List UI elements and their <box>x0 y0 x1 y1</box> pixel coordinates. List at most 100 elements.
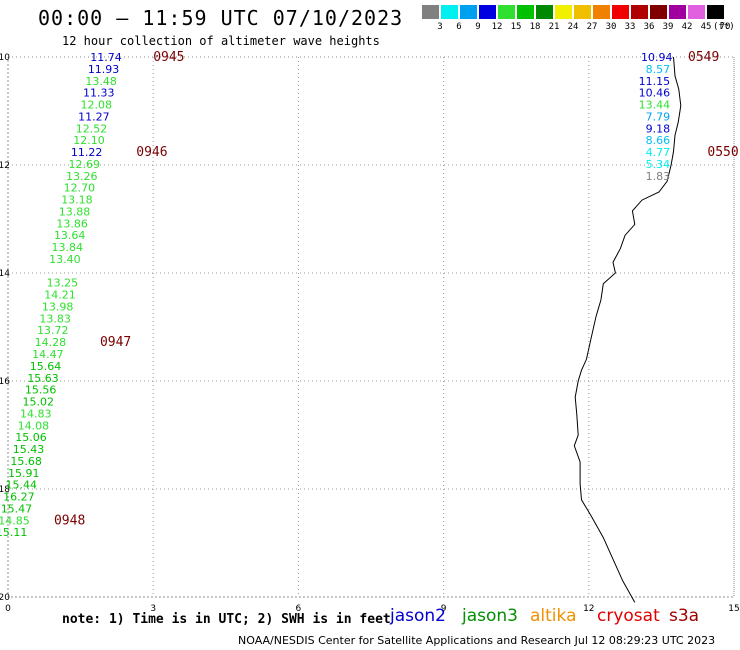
wave-height-label: 13.84 <box>52 241 84 254</box>
plot-frame <box>7 56 735 598</box>
legend-label: 24 <box>567 22 579 32</box>
wave-height-label: 15.47 <box>1 502 33 515</box>
wave-height-label: 12.08 <box>81 99 113 112</box>
legend-unit: (ft) <box>713 22 735 32</box>
wave-height-label: 8.57 <box>646 63 671 76</box>
legend-label: 42 <box>681 22 693 32</box>
footnote: note: 1) Time is in UTC; 2) SWH is in fe… <box>62 612 391 627</box>
legend-label: 39 <box>662 22 674 32</box>
legend-label: 21 <box>548 22 560 32</box>
pass-time-label: 0550 <box>707 145 738 160</box>
x-tick-label: 9 <box>441 604 447 614</box>
data-labels: 11.7411.9313.4811.3312.0811.2712.5212.10… <box>0 51 673 539</box>
y-tick-label: 16 <box>0 377 10 387</box>
legend-swatch <box>498 5 515 19</box>
wave-height-label: 13.83 <box>39 312 71 325</box>
satellite-jason3: jason3 <box>462 606 518 626</box>
legend-swatch <box>612 5 629 19</box>
legend-swatch <box>707 5 724 19</box>
wave-height-label: 14.08 <box>18 419 50 432</box>
legend-label: 12 <box>491 22 503 32</box>
wave-height-label: 1.83 <box>646 170 671 183</box>
y-tick-label: 18 <box>0 485 10 495</box>
x-tick-label: 6 <box>296 604 302 614</box>
x-tick-label: 3 <box>150 604 156 614</box>
wave-height-label: 11.33 <box>83 87 115 100</box>
wave-height-label: 13.48 <box>85 75 117 88</box>
wave-height-label: 14.21 <box>44 289 76 302</box>
credit-line: NOAA/NESDIS Center for Satellite Applica… <box>238 634 716 647</box>
x-tick-label: 0 <box>5 604 11 614</box>
legend-swatch <box>593 5 610 19</box>
legend-label: 15 <box>510 22 522 32</box>
legend-swatch <box>688 5 705 19</box>
wave-height-label: 13.98 <box>42 300 74 313</box>
wave-height-label: 10.46 <box>639 87 671 100</box>
wave-height-label: 15.68 <box>10 455 42 468</box>
chart-title: 00:00 – 11:59 UTC 07/10/2023 <box>38 6 404 30</box>
grid-lines <box>7 56 735 598</box>
legend-swatch <box>517 5 534 19</box>
wave-height-label: 14.83 <box>20 407 52 420</box>
pass-time-label: 0549 <box>688 50 719 65</box>
pass-time-label: 0948 <box>54 513 85 528</box>
pass-time-label: 0946 <box>136 145 167 160</box>
wave-height-label: 15.64 <box>30 360 62 373</box>
y-tick-label: 20 <box>0 593 10 603</box>
pass-time-label: 0945 <box>153 50 184 65</box>
wave-height-label: 15.02 <box>22 396 54 409</box>
legend-swatch <box>650 5 667 19</box>
wave-height-label: 15.44 <box>6 479 38 492</box>
chart-subtitle: 12 hour collection of altimeter wave hei… <box>62 34 380 48</box>
wave-height-label: 15.91 <box>8 467 40 480</box>
legend-swatch <box>479 5 496 19</box>
satellite-jason2: jason2 <box>390 606 446 626</box>
wave-height-label: 13.25 <box>47 277 79 290</box>
y-tick-label: 14 <box>0 269 10 279</box>
satellite-cryosat: cryosat <box>597 606 660 626</box>
wave-height-label: 14.47 <box>32 348 64 361</box>
satellite-altika: altika <box>530 606 577 626</box>
wave-height-label: 8.66 <box>646 134 671 147</box>
x-tick-label: 15 <box>728 604 739 614</box>
legend-label: 18 <box>529 22 541 32</box>
wave-height-label: 14.28 <box>35 336 67 349</box>
wave-height-label: 13.72 <box>37 324 69 337</box>
legend-label: 6 <box>456 22 462 32</box>
legend-swatch <box>669 5 686 19</box>
wave-height-label: 12.69 <box>68 158 100 171</box>
pass-time-label: 0947 <box>100 335 131 350</box>
legend-label: 70 <box>719 22 731 32</box>
wave-height-label: 15.63 <box>27 372 59 385</box>
wave-height-label: 7.79 <box>646 110 671 123</box>
wave-height-label: 11.22 <box>71 146 103 159</box>
wave-height-label: 12.70 <box>64 182 96 195</box>
legend-label: 9 <box>475 22 481 32</box>
legend-swatch <box>574 5 591 19</box>
wave-height-label: 11.27 <box>78 110 110 123</box>
wave-height-label: 4.77 <box>646 146 671 159</box>
wave-height-label: 9.18 <box>646 122 671 135</box>
y-tick-label: 10 <box>0 53 10 63</box>
wave-height-label: 15.56 <box>25 384 57 397</box>
wave-height-label: 11.15 <box>639 75 671 88</box>
wave-height-label: 13.86 <box>56 217 88 230</box>
legend-swatch <box>536 5 553 19</box>
wave-height-label: 13.18 <box>61 194 93 207</box>
wave-height-label: 13.88 <box>59 205 91 218</box>
satellite-s3a: s3a <box>669 606 700 626</box>
legend-label: 30 <box>605 22 617 32</box>
legend-swatch <box>422 5 439 19</box>
wave-height-label: 15.11 <box>0 526 27 539</box>
legend-swatch <box>631 5 648 19</box>
wave-height-label: 12.10 <box>73 134 105 147</box>
axis-ticks: 0 3 6 9 12 15 10 12 14 16 18 20 <box>0 53 740 614</box>
legend-label: 27 <box>586 22 598 32</box>
wave-height-label: 12.52 <box>76 122 108 135</box>
wave-height-label: 14.85 <box>0 514 30 527</box>
wave-height-label: 15.43 <box>13 443 45 456</box>
legend-swatch <box>555 5 572 19</box>
wave-height-label: 13.64 <box>54 229 86 242</box>
legend-label: 45 <box>700 22 712 32</box>
